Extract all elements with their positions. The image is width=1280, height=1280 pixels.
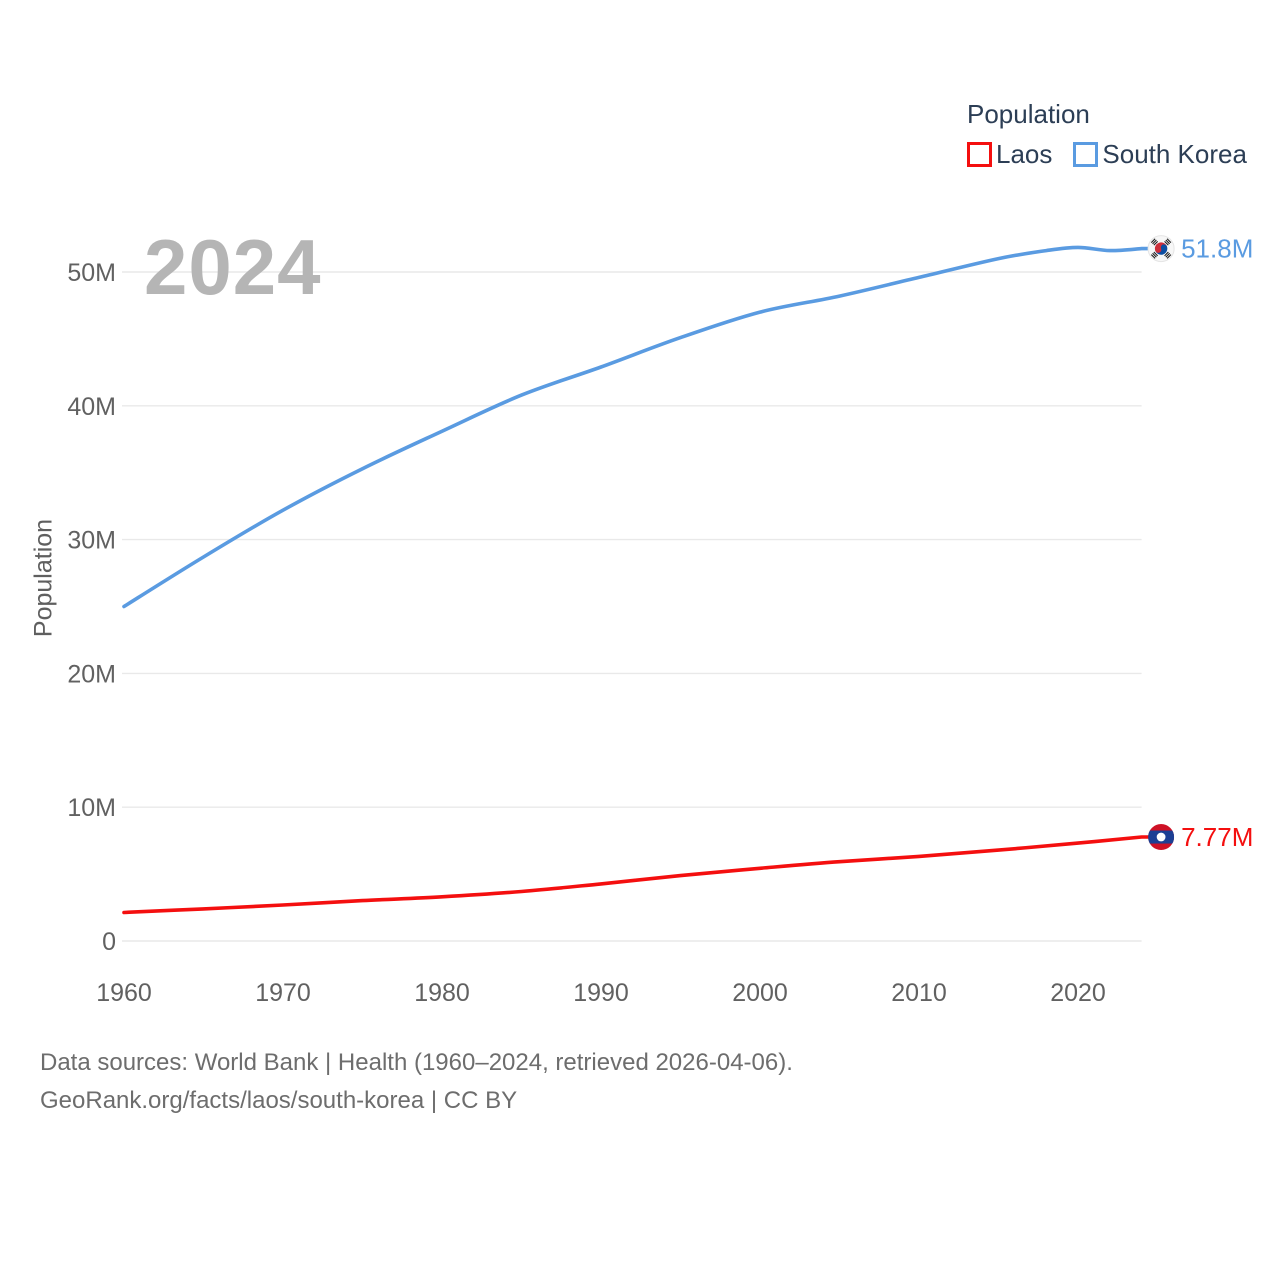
series-line-laos (122, 835, 1163, 915)
x-tick-label: 2010 (891, 979, 947, 1007)
x-tick-label: 2020 (1050, 979, 1106, 1007)
legend: Population Laos South Korea (967, 99, 1247, 167)
y-tick-label: 10M (67, 794, 116, 822)
end-value-label-south-korea: 51.8M (1181, 234, 1253, 264)
south-korea-swatch-icon (1073, 141, 1099, 167)
legend-item-label: South Korea (1102, 139, 1247, 169)
legend-items: Laos South Korea (967, 141, 1247, 167)
x-tick-label: 1960 (96, 979, 152, 1007)
end-value-label-laos: 7.77M (1181, 822, 1253, 852)
series-line-south-korea (122, 245, 1163, 609)
legend-item-label: Laos (996, 139, 1053, 169)
y-tick-label: 30M (67, 527, 116, 555)
data-sources-text: Data sources: World Bank | Health (1960–… (40, 1049, 793, 1076)
y-tick-label: 50M (67, 259, 116, 287)
x-tick-label: 1980 (414, 979, 470, 1007)
laos-flag-icon (1148, 824, 1175, 851)
x-tick-label: 2000 (732, 979, 788, 1007)
attribution-text: GeoRank.org/facts/laos/south-korea | CC … (40, 1087, 518, 1114)
legend-item-south-korea[interactable]: South Korea (1073, 141, 1247, 167)
y-tick-label: 0 (102, 928, 116, 956)
legend-item-laos[interactable]: Laos (967, 141, 1052, 167)
south-korea-flag-icon (1147, 235, 1175, 263)
y-tick-label: 40M (67, 393, 116, 421)
legend-title: Population (967, 99, 1090, 129)
footer: Data sources: World Bank | Health (1960–… (40, 1044, 793, 1120)
x-tick-label: 1990 (573, 979, 629, 1007)
y-tick-label: 20M (67, 660, 116, 688)
year-watermark: 2024 (144, 223, 322, 311)
x-tick-label: 1970 (255, 979, 311, 1007)
laos-swatch-icon (967, 141, 992, 167)
